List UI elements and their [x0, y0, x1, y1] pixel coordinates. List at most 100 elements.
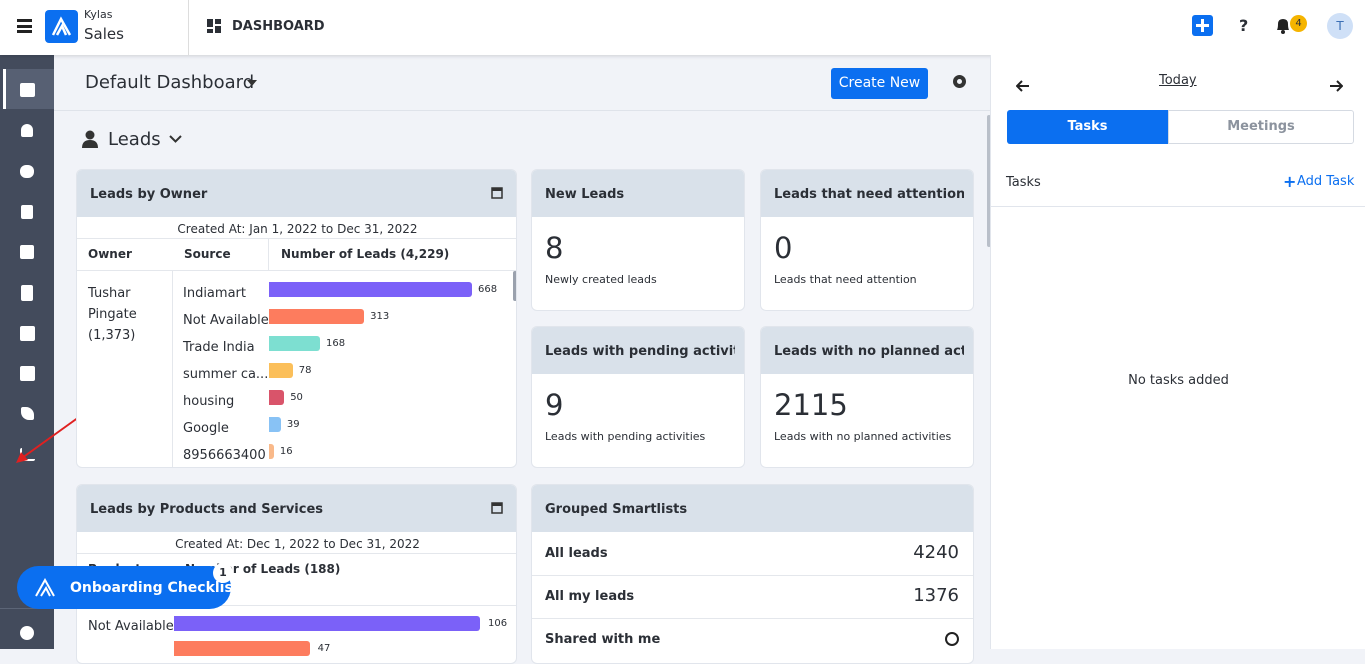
divider	[532, 618, 973, 619]
smartlist-name[interactable]: Shared with me	[545, 632, 661, 647]
section-title: DASHBOARD	[232, 19, 325, 34]
smartlist-name[interactable]: All my leads	[545, 589, 635, 604]
nav-contacts[interactable]	[21, 205, 33, 219]
leads-by-owner-widget: Leads by Owner Created At: Jan 1, 2022 t…	[76, 169, 517, 468]
bar	[269, 363, 293, 378]
widget-header: Grouped Smartlists	[532, 485, 973, 532]
prev-day-button[interactable]	[1016, 80, 1030, 92]
card-header: Leads with no planned acti...	[761, 327, 973, 374]
dropdown-caret	[247, 80, 257, 86]
card-header: Leads with pending activiti...	[532, 327, 744, 374]
nav-companies[interactable]	[20, 245, 34, 259]
date-range: Created At: Jan 1, 2022 to Dec 31, 2022	[177, 222, 418, 236]
source-label: Google	[183, 421, 229, 436]
card-title: New Leads	[545, 187, 625, 202]
column-header: Number of Leads (4,229)	[281, 247, 450, 261]
source-label: Indiamart	[183, 286, 246, 301]
nav-products[interactable]	[21, 285, 33, 301]
smartlists-widget: Grouped Smartlists All leads 4240 All my l…	[531, 484, 974, 664]
bar	[269, 417, 281, 432]
stat-card: Leads that need attention 0 Leads that nee…	[760, 169, 974, 311]
card-caption: Leads that need attention	[774, 273, 917, 286]
bar-value: 106	[488, 618, 508, 629]
calendar-button[interactable]	[491, 501, 503, 514]
menu-button[interactable]	[17, 19, 32, 33]
nav-tasks[interactable]	[20, 326, 35, 341]
bar-value: 168	[326, 338, 346, 349]
nav-settings[interactable]	[20, 626, 34, 640]
brand-bottom: Sales	[84, 25, 124, 43]
bar	[269, 309, 365, 324]
date-label[interactable]: Today	[1159, 73, 1197, 88]
widget-header: Leads by Products and Services	[77, 485, 516, 532]
module-selector[interactable]: Leads	[108, 129, 161, 150]
bar-value: 16	[279, 446, 293, 457]
notification-badge: 4	[1290, 15, 1307, 32]
onboarding-label: Onboarding Checklist	[70, 580, 240, 596]
add-button[interactable]	[1192, 15, 1213, 36]
bar-value: 78	[298, 365, 312, 376]
source-label: 8956663400	[183, 448, 266, 463]
empty-state: No tasks added	[1128, 373, 1229, 388]
next-day-button[interactable]	[1329, 80, 1343, 92]
logo[interactable]	[45, 10, 78, 43]
nav-deals[interactable]	[20, 165, 34, 178]
tasks-heading: Tasks	[1006, 175, 1041, 190]
bar	[269, 390, 285, 405]
card-value: 8	[545, 231, 564, 265]
divider	[188, 0, 189, 55]
help-button[interactable]: ?	[1239, 16, 1249, 35]
create-new-button[interactable]: Create New	[831, 68, 928, 99]
column-header: Owner	[88, 247, 132, 261]
stat-card: New Leads 8 Newly created leads	[531, 169, 745, 311]
bar	[269, 336, 321, 351]
product-label: Not Available	[88, 619, 174, 634]
notifications-button[interactable]	[1275, 17, 1291, 35]
widget-title: Grouped Smartlists	[545, 502, 688, 517]
brand-top: Kylas	[84, 8, 113, 21]
divider	[0, 608, 54, 609]
bar	[269, 444, 274, 459]
stat-card: Leads with no planned acti... 2115 Leads w…	[760, 326, 974, 468]
card-title: Leads with no planned acti...	[774, 344, 964, 359]
source-label: Trade India	[183, 340, 255, 355]
divider	[532, 575, 973, 576]
add-icon: +	[1283, 172, 1297, 191]
tab-tasks[interactable]: Tasks	[1007, 110, 1168, 144]
source-label: summer ca...	[183, 367, 269, 382]
person-icon	[82, 130, 98, 148]
scrollbar	[513, 271, 516, 301]
toolbar: Default Dashboard Create New	[54, 55, 990, 111]
dashboard-title[interactable]: Default Dashboard	[85, 72, 255, 93]
card-header: New Leads	[532, 170, 744, 217]
nav-calls[interactable]	[21, 407, 34, 420]
calendar-button[interactable]	[491, 186, 503, 199]
column-header: Source	[184, 247, 231, 261]
owner-name: Pingate	[88, 307, 137, 322]
owner-name: Tushar	[88, 286, 131, 301]
widget-title: Leads by Owner	[90, 187, 208, 202]
owner-name: (1,373)	[88, 328, 136, 343]
tab-meetings[interactable]: Meetings	[1168, 110, 1354, 144]
sidebar	[0, 55, 54, 649]
avatar[interactable]: T	[1327, 13, 1353, 39]
stat-card: Leads with pending activiti... 9 Leads wit…	[531, 326, 745, 468]
bar-value: 50	[290, 392, 303, 403]
add-task-button[interactable]: Add Task	[1297, 174, 1355, 189]
card-title: Leads that need attention	[774, 187, 964, 202]
nav-calendar[interactable]	[20, 366, 35, 381]
bar	[269, 282, 472, 297]
source-label: housing	[183, 394, 235, 409]
onboarding-checklist[interactable]: Onboarding Checklist 1	[17, 563, 240, 609]
widget-header: Leads by Owner	[77, 170, 516, 217]
smartlist-name[interactable]: All leads	[545, 546, 608, 561]
settings-button[interactable]	[953, 75, 966, 88]
tasks-panel: Today Tasks Meetings Tasks + Add Task No…	[990, 55, 1365, 649]
nav-leads[interactable]	[21, 124, 33, 137]
widget-title: Leads by Products and Services	[90, 502, 324, 517]
card-value: 2115	[774, 388, 848, 422]
card-caption: Newly created leads	[545, 273, 657, 286]
date-range: Created At: Dec 1, 2022 to Dec 31, 2022	[175, 537, 420, 551]
card-caption: Leads with pending activities	[545, 430, 706, 443]
